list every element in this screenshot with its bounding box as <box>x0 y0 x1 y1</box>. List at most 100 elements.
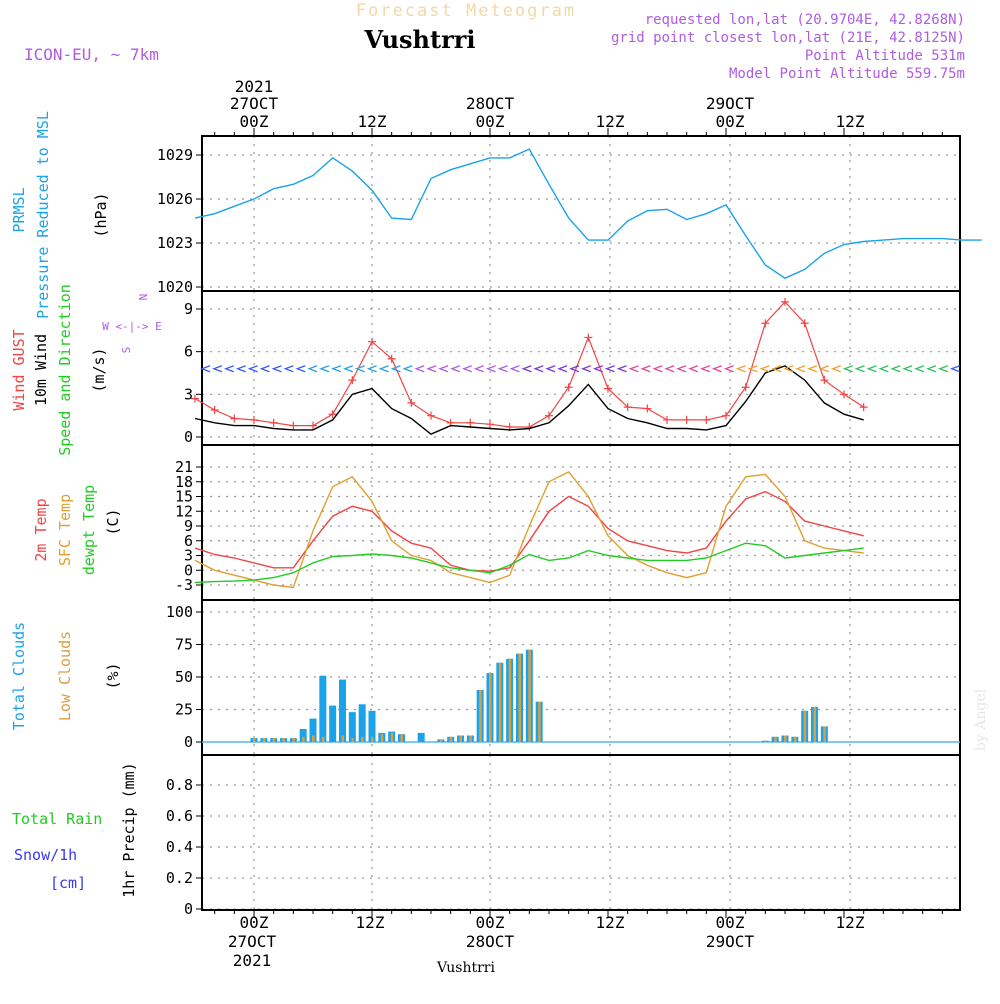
precip-label-snow: Snow/1h <box>14 846 77 864</box>
wind-direction-arrow <box>842 365 853 373</box>
wind-direction-arrow <box>771 365 782 373</box>
low-cloud-bar <box>390 732 394 742</box>
wind-direction-arrow <box>235 365 246 373</box>
wind-direction-arrow <box>795 365 806 373</box>
pressure-line <box>194 148 982 279</box>
wind-direction-arrow <box>735 365 746 373</box>
temp-label-2m: 2m Temp <box>32 498 50 561</box>
wind-direction-arrow <box>759 365 770 373</box>
wind-direction-arrow <box>354 365 365 373</box>
wind-direction-arrow <box>676 365 687 373</box>
compass-we: W <-|-> E <box>102 320 162 333</box>
wind-direction-arrow <box>818 365 830 373</box>
compass-n: N <box>136 294 149 301</box>
ytick-label-pressure-2: 1026 <box>157 190 193 208</box>
super-title: Forecast Meteogram <box>356 1 576 21</box>
top-date-2: 28OCT <box>466 94 515 113</box>
cloud-label-total: Total Clouds <box>10 622 28 730</box>
wind-direction-arrow <box>426 365 437 373</box>
wind-direction-arrow <box>259 365 270 373</box>
wind-direction-arrow <box>569 365 580 373</box>
total-cloud-bar <box>329 705 337 742</box>
precip-ylabel: 1hr Precip (mm) <box>120 762 138 897</box>
ytick-label-wind-1: 3 <box>184 385 193 403</box>
wind-direction-arrow <box>640 365 651 373</box>
bottom-date-2: 28OCT <box>466 932 515 951</box>
low-cloud-bar <box>813 706 816 742</box>
wind-direction-arrow <box>200 365 211 373</box>
wind-direction-arrow <box>533 365 544 373</box>
bottom-tick-6: 12Z <box>836 913 865 932</box>
gust-marker <box>623 403 632 412</box>
low-cloud-bar <box>803 710 807 742</box>
temp-label-dew: dewpt Temp <box>80 485 98 575</box>
top-tick-3: 00Z <box>476 112 505 131</box>
wind-direction-arrow <box>628 365 639 373</box>
top-tick-5: 00Z <box>716 112 745 131</box>
wind-direction-arrow <box>902 365 913 373</box>
gust-marker <box>840 390 848 399</box>
panel-frame-pressure <box>201 135 961 292</box>
wind-direction-arrow <box>854 365 865 373</box>
ytick-label-pressure-0: 1020 <box>157 278 193 296</box>
gust-marker <box>702 415 711 424</box>
gust-marker <box>859 403 868 412</box>
ytick-label-pressure-3: 1029 <box>157 146 193 164</box>
gust-marker <box>250 415 258 424</box>
low-cloud-bar <box>774 736 777 742</box>
ytick-label-wind-2: 6 <box>184 343 193 361</box>
temp-dewpoint-line <box>194 542 864 584</box>
low-cloud-bar <box>272 738 276 742</box>
low-cloud-bar <box>341 735 344 742</box>
wind-direction-arrow <box>307 365 318 373</box>
wind-direction-arrow <box>949 365 960 373</box>
top-date-1: 27OCT <box>230 94 279 113</box>
low-cloud-bar <box>439 739 443 742</box>
gust-marker <box>289 421 298 430</box>
total-cloud-bar <box>368 710 376 742</box>
wind-direction-arrow <box>830 365 841 373</box>
gust-marker <box>643 404 652 413</box>
gust-marker <box>191 394 199 403</box>
bottom-tick-1: 00Z <box>240 913 269 932</box>
requested-coords: requested lon,lat (20.9704E, 42.8268N) <box>645 12 965 28</box>
low-cloud-bar <box>528 649 531 742</box>
ytick-label-temperature-3: 6 <box>184 532 193 550</box>
low-cloud-bar <box>459 735 462 742</box>
wind-direction-arrow <box>545 365 556 373</box>
wind-label-gust: Wind GUST <box>10 329 28 410</box>
wind-direction-arrow <box>450 365 461 373</box>
low-cloud-bar <box>764 740 767 742</box>
ytick-label-pressure-1: 1023 <box>157 234 193 252</box>
wind-label-10m: 10m Wind <box>32 334 50 406</box>
wind-direction-arrow <box>807 365 818 373</box>
ytick-label-precip-2: 0.4 <box>166 838 193 856</box>
top-date-3: 29OCT <box>706 94 755 113</box>
closest-coords: grid point closest lon,lat (21E, 42.8125… <box>611 30 965 46</box>
top-tick-6: 12Z <box>836 112 865 131</box>
low-cloud-bar <box>518 653 521 742</box>
low-cloud-bar <box>302 736 305 742</box>
top-tick-1: 00Z <box>240 112 269 131</box>
wind-direction-arrow <box>926 365 937 373</box>
wind-direction-arrow <box>521 365 532 373</box>
wind-speed-line <box>194 365 864 436</box>
low-cloud-bar <box>489 673 492 742</box>
gust-marker <box>328 410 337 419</box>
pressure-label-prmsl: PRMSL <box>10 187 28 232</box>
gust-marker <box>820 376 829 385</box>
gust-marker <box>564 383 573 392</box>
bottom-tick-2: 12Z <box>356 913 385 932</box>
wind-unit: (m/s) <box>90 347 108 392</box>
wind-direction-arrow <box>223 365 235 373</box>
wind-direction-arrow <box>664 365 675 373</box>
gust-marker <box>722 411 730 420</box>
total-cloud-bar <box>309 718 317 742</box>
ytick-label-precip-4: 0.8 <box>166 776 193 794</box>
gust-marker <box>387 354 396 363</box>
wind-direction-arrow <box>271 365 282 373</box>
ytick-label-precip-0: 0 <box>184 900 193 918</box>
low-cloud-bar <box>498 662 502 742</box>
location-title: Vushtrri <box>364 25 476 54</box>
